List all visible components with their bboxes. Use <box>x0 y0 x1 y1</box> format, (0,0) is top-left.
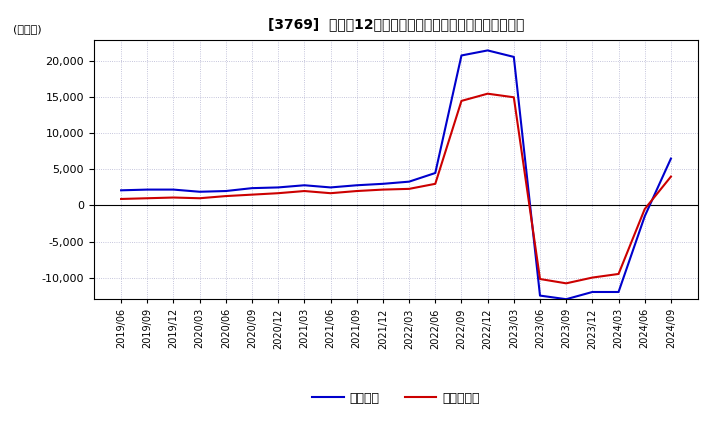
経常利益 <box>562 297 570 302</box>
経常利益 <box>300 183 309 188</box>
Line: 当期純利益: 当期純利益 <box>121 94 671 283</box>
Title: [3769]  利益の12か月移動合計の対前年同期増減額の推移: [3769] 利益の12か月移動合計の対前年同期増減額の推移 <box>268 18 524 32</box>
当期純利益 <box>222 194 230 199</box>
経常利益 <box>379 181 387 187</box>
当期純利益 <box>614 271 623 277</box>
経常利益 <box>169 187 178 192</box>
経常利益 <box>667 156 675 161</box>
経常利益 <box>143 187 152 192</box>
当期純利益 <box>457 98 466 103</box>
当期純利益 <box>510 95 518 100</box>
当期純利益 <box>143 196 152 201</box>
当期純利益 <box>117 196 125 202</box>
経常利益 <box>614 290 623 295</box>
当期純利益 <box>562 281 570 286</box>
経常利益 <box>640 214 649 219</box>
当期純利益 <box>274 191 282 196</box>
経常利益 <box>326 185 335 190</box>
当期純利益 <box>352 188 361 194</box>
経常利益 <box>536 293 544 298</box>
当期純利益 <box>248 192 256 197</box>
Line: 経常利益: 経常利益 <box>121 51 671 299</box>
当期純利益 <box>405 186 413 191</box>
Y-axis label: (百万円): (百万円) <box>13 24 41 34</box>
経常利益 <box>483 48 492 53</box>
当期純利益 <box>536 276 544 282</box>
当期純利益 <box>431 181 440 187</box>
経常利益 <box>352 183 361 188</box>
当期純利益 <box>640 206 649 212</box>
経常利益 <box>405 179 413 184</box>
当期純利益 <box>195 196 204 201</box>
経常利益 <box>588 290 597 295</box>
経常利益 <box>117 188 125 193</box>
経常利益 <box>431 170 440 176</box>
経常利益 <box>274 185 282 190</box>
当期純利益 <box>588 275 597 280</box>
当期純利益 <box>326 191 335 196</box>
経常利益 <box>195 189 204 194</box>
経常利益 <box>457 53 466 58</box>
経常利益 <box>510 54 518 59</box>
当期純利益 <box>379 187 387 192</box>
当期純利益 <box>667 174 675 179</box>
当期純利益 <box>300 188 309 194</box>
当期純利益 <box>169 195 178 200</box>
経常利益 <box>222 188 230 194</box>
当期純利益 <box>483 91 492 96</box>
Legend: 経常利益, 当期純利益: 経常利益, 当期純利益 <box>307 387 485 410</box>
経常利益 <box>248 186 256 191</box>
